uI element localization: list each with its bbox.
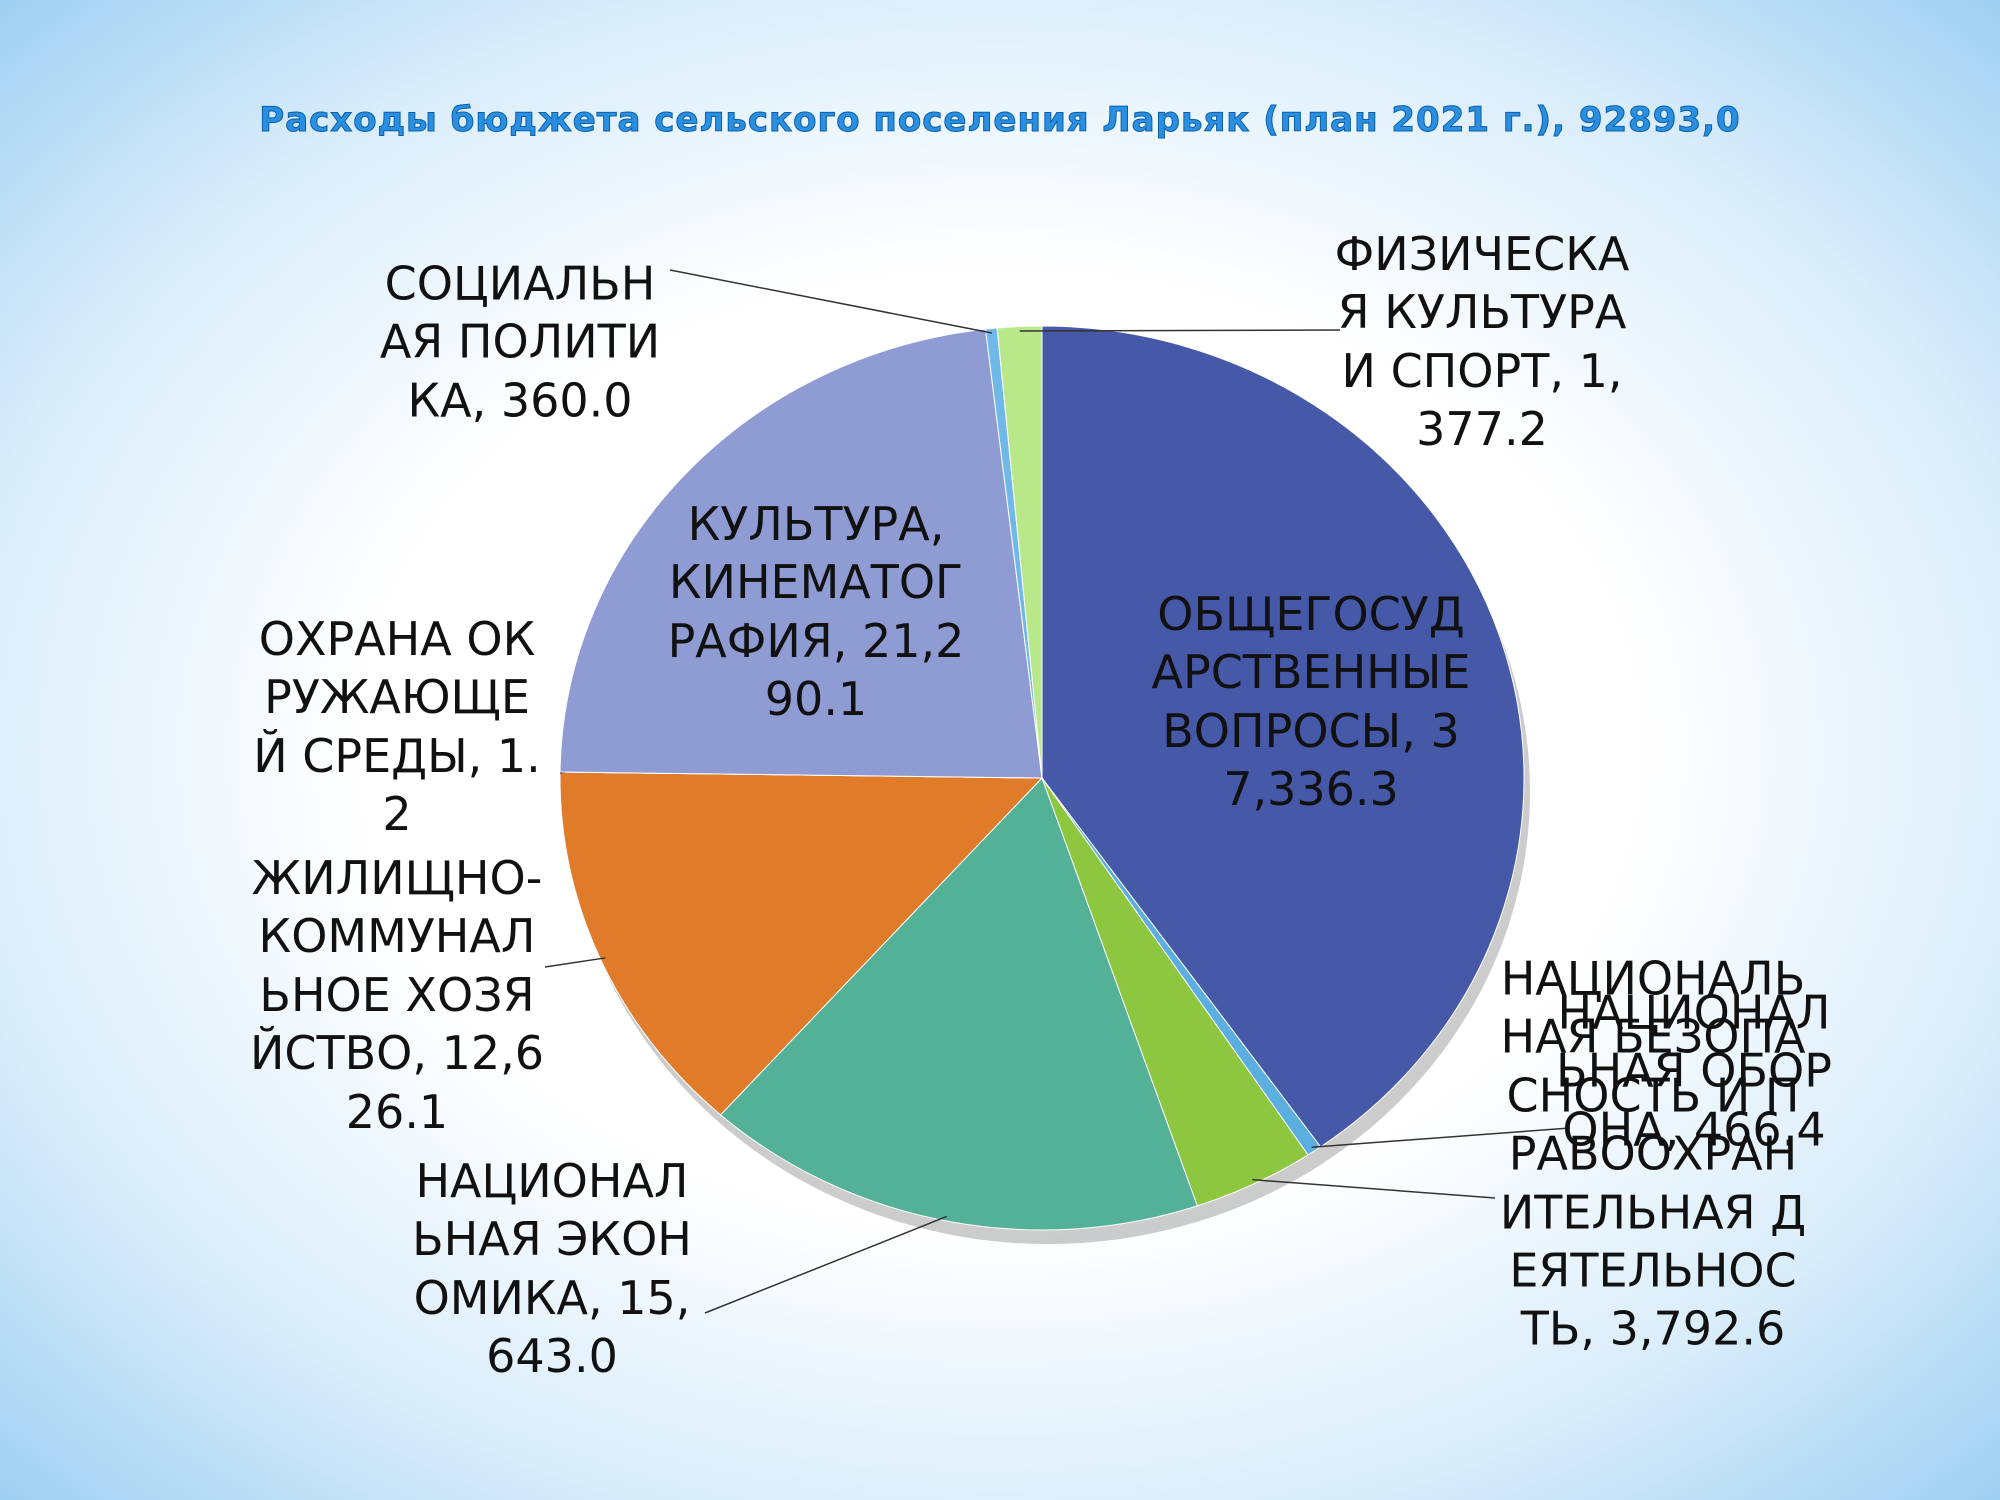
data-label: ФИЗИЧЕСКАЯ КУЛЬТУРА И СПОРТ, 1,377.2 [1332,225,1632,459]
leader-line [1019,329,1341,332]
data-label: ОБЩЕГОСУДАРСТВЕННЫЕ ВОПРОСЫ, 37,336.3 [1151,585,1471,819]
category-label: ФИЗИЧЕСКАЯ КУЛЬТУРА И СПОРТ [1334,227,1630,398]
pie-slice [1041,325,1525,1148]
leader-line [669,269,992,334]
value-label: , 21,290.1 [764,614,965,727]
category-label: ОХРАНА ОКРУЖАЮЩЕЙ СРЕДЫ [253,612,536,783]
data-label: ОХРАНА ОКРУЖАЮЩЕЙ СРЕДЫ, 1.2 [247,610,547,844]
data-label: КУЛЬТУРА, КИНЕМАТОГРАФИЯ, 21,290.1 [666,495,966,729]
data-label: НАЦИОНАЛЬНАЯ БЕЗОПАСНОСТЬ И ПРАВООХРАНИТ… [1498,950,1808,1359]
pie-slice [559,328,1043,779]
category-label: СОЦИАЛЬНАЯ ПОЛИТИКА [379,256,661,428]
category-label: КУЛЬТУРА, КИНЕМАТОГРАФИЯ [667,497,964,668]
value-label: , 360.0 [471,373,633,428]
value-label: , 1,377.2 [1416,344,1623,457]
data-label: НАЦИОНАЛЬНАЯ ЭКОНОМИКА, 15,643.0 [402,1152,702,1386]
category-label: ЖИЛИЩНО-КОММУНАЛЬНОЕ ХОЗЯЙСТВО [249,850,543,1081]
pie-slice [719,777,1198,1231]
value-label: , 12,626.1 [345,1026,545,1139]
leader-line [704,1215,948,1314]
pie-slice [559,771,1044,1116]
pie-slice [996,325,1043,779]
value-label: , 466.4 [1664,1102,1826,1157]
category-label: НАЦИОНАЛЬНАЯ БЕЗОПАСНОСТЬ И ПРАВООХРАНИТ… [1499,951,1807,1357]
value-label: , 15,643.0 [486,1271,691,1384]
leader-line [1311,1127,1571,1148]
category-label: ОБЩЕГОСУДАРСТВЕННЫЕ ВОПРОСЫ [1151,587,1471,758]
category-label: НАЦИОНАЛЬНАЯ ЭКОНОМИКА [412,1154,692,1325]
leader-line [544,957,606,968]
value-label: , 3,792.6 [1580,1302,1786,1357]
leader-line [1252,1178,1496,1199]
category-label: НАЦИОНАЛЬНАЯ ОБОРОНА [1556,985,1832,1157]
value-label: , 37,336.3 [1223,704,1460,817]
data-label: СОЦИАЛЬНАЯ ПОЛИТИКА, 360.0 [370,254,670,429]
chart-title: Расходы бюджета сельского поселения Ларь… [259,100,1741,141]
data-label: НАЦИОНАЛЬНАЯ ОБОРОНА, 466.4 [1544,983,1844,1158]
data-label: ЖИЛИЩНО-КОММУНАЛЬНОЕ ХОЗЯЙСТВО, 12,626.1 [247,849,547,1141]
value-label: , 1.2 [382,729,541,842]
